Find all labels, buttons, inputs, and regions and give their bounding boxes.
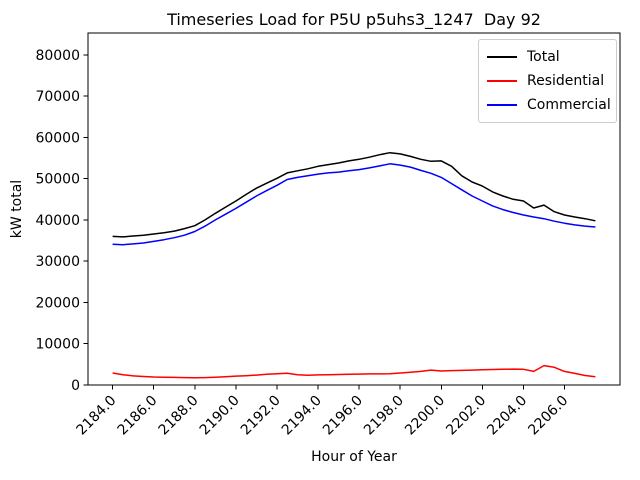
legend-item-commercial: Commercial (487, 93, 611, 117)
legend: Total Residential Commercial (478, 39, 617, 123)
x-tick-label: 2190.0 (197, 393, 243, 439)
y-tick-label: 60000 (35, 130, 80, 146)
x-tick-label: 2206.0 (525, 393, 571, 439)
legend-item-total: Total (487, 45, 608, 69)
x-tick-label: 2198.0 (361, 393, 407, 439)
x-tick-label: 2196.0 (320, 393, 366, 439)
x-tick-label: 2186.0 (115, 393, 161, 439)
series-line-total (112, 151, 596, 238)
series-line-commercial (112, 163, 596, 246)
x-axis-label: Hour of Year (311, 449, 397, 465)
x-tick-label: 2188.0 (156, 393, 202, 439)
legend-line-swatch-total (487, 56, 517, 58)
x-tick-label: 2200.0 (402, 393, 448, 439)
legend-label-total: Total (527, 49, 560, 65)
legend-line-swatch-residential (487, 80, 517, 82)
y-tick-label: 80000 (35, 48, 80, 64)
x-tick-label: 2204.0 (484, 393, 530, 439)
y-axis-label: kW total (9, 179, 25, 239)
y-tick-label: 50000 (35, 172, 80, 188)
y-tick-label: 10000 (35, 337, 80, 353)
x-tick-label: 2194.0 (279, 393, 325, 439)
x-tick-label: 2192.0 (238, 393, 284, 439)
y-tick-label: 40000 (35, 213, 80, 229)
x-tick-label: 2202.0 (443, 393, 489, 439)
x-tick-label: 2184.0 (74, 393, 120, 439)
series-line-residential (112, 364, 596, 379)
legend-label-commercial: Commercial (527, 97, 611, 113)
y-tick-label: 70000 (35, 89, 80, 105)
y-tick-label: 0 (71, 378, 80, 394)
plot-border (87, 32, 621, 386)
chart-title: Timeseries Load for P5U p5uhs3_1247 Day … (167, 10, 541, 29)
y-tick-label: 20000 (35, 295, 80, 311)
y-tick-label: 30000 (35, 254, 80, 270)
legend-item-residential: Residential (487, 69, 608, 93)
legend-line-swatch-commercial (487, 104, 517, 106)
legend-label-residential: Residential (527, 73, 605, 89)
